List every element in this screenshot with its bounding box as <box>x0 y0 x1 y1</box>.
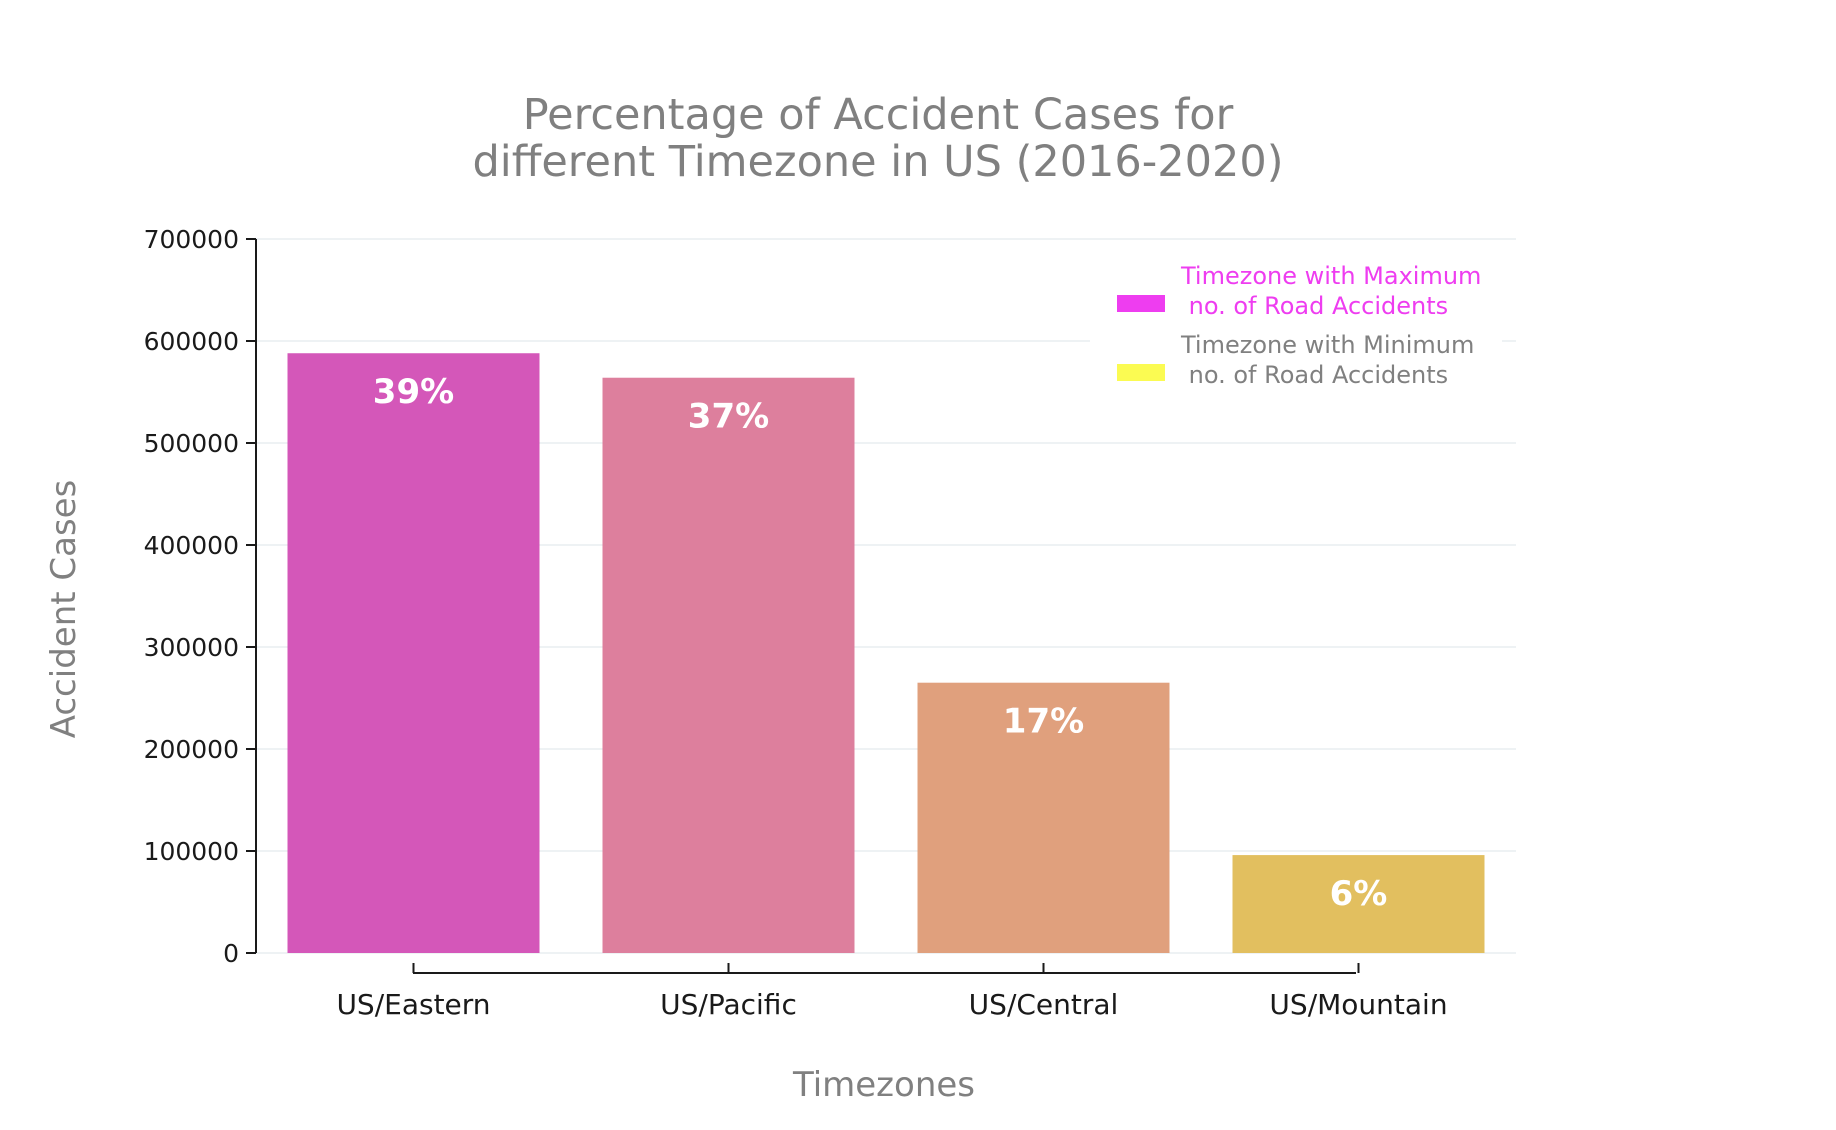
y-tick-label: 200000 <box>144 735 239 764</box>
x-axis: US/Eastern US/Pacific US/Central US/Mountai… <box>336 963 1448 1021</box>
x-tick-label: US/Central <box>969 988 1119 1021</box>
bar-us-central <box>917 682 1170 953</box>
legend-label: no. of Road Accidents <box>1181 361 1448 389</box>
x-ticks: US/Eastern US/Pacific US/Central US/Mountai… <box>336 963 1448 1021</box>
y-tick-label: 0 <box>223 939 239 968</box>
legend-swatch <box>1117 364 1165 381</box>
y-ticks: 0 100000 200000 300000 400000 500000 600000 700… <box>144 225 256 968</box>
legend: Timezone with Maximum no. of Road Accide… <box>1090 262 1502 414</box>
y-tick-label: 300000 <box>144 633 239 662</box>
y-tick-label: 100000 <box>144 837 239 866</box>
bar-us-pacific <box>602 377 855 954</box>
legend-label: Timezone with Minimum <box>1180 331 1474 359</box>
bars <box>287 353 1485 954</box>
chart-title-line-2: different Timezone in US (2016-2020) <box>472 137 1283 187</box>
chart-title: Percentage of Accident Cases for differe… <box>472 90 1283 187</box>
legend-label: no. of Road Accidents <box>1181 292 1448 320</box>
bar-data-label: 37% <box>688 397 769 437</box>
bar-data-label: 17% <box>1003 702 1084 742</box>
x-tick-label: US/Mountain <box>1269 988 1447 1021</box>
y-tick-label: 700000 <box>144 225 239 254</box>
x-tick-label: US/Pacific <box>660 988 797 1021</box>
bar-data-label: 39% <box>373 372 454 412</box>
x-axis-title: Timezones <box>792 1065 975 1105</box>
legend-background <box>1090 268 1502 414</box>
y-axis: 0 100000 200000 300000 400000 500000 600000 700… <box>144 225 257 968</box>
bar-us-eastern <box>287 353 540 953</box>
y-tick-label: 600000 <box>144 327 239 356</box>
y-tick-label: 500000 <box>144 429 239 458</box>
bar-data-label: 6% <box>1330 874 1388 914</box>
x-tick-label: US/Eastern <box>336 988 490 1021</box>
y-axis-title: Accident Cases <box>44 480 84 739</box>
y-tick-label: 400000 <box>144 531 239 560</box>
bar-us-mountain <box>1232 855 1485 953</box>
legend-label: Timezone with Maximum <box>1180 262 1481 290</box>
chart-title-line-1: Percentage of Accident Cases for <box>523 90 1234 140</box>
bar-labels: 39% 37% 17% 6% <box>373 372 1388 914</box>
legend-swatch <box>1117 295 1165 312</box>
